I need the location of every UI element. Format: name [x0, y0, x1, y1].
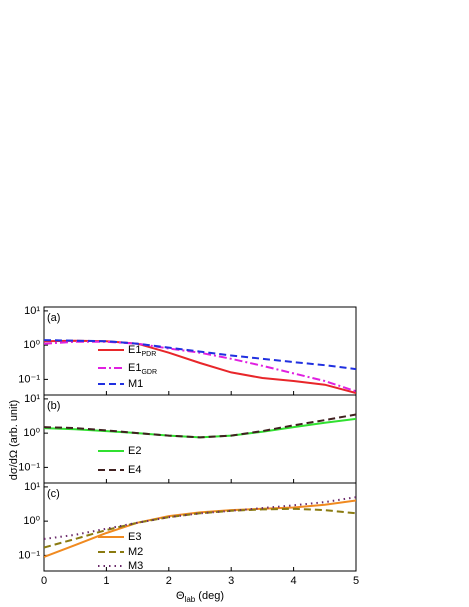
series-group	[44, 413, 356, 439]
series-line	[44, 507, 356, 549]
x-label-symbol: Θ	[176, 590, 185, 602]
y-tick-label: 10⁰	[23, 515, 40, 527]
legend-name: E1	[128, 344, 141, 356]
series-group	[44, 339, 356, 394]
x-tick-label: 2	[166, 575, 172, 587]
legend-entry: M2	[128, 546, 143, 558]
x-tick-label: 5	[353, 575, 359, 587]
legend-entry: E1GDR	[128, 362, 157, 376]
series-line	[44, 417, 356, 439]
series-line	[44, 413, 356, 439]
legend-subscript: GDR	[141, 369, 157, 376]
x-tick-label: 0	[41, 575, 47, 587]
legend-name: E4	[128, 464, 141, 476]
y-tick-label: 10¹	[24, 481, 40, 493]
panel-label: (c)	[47, 488, 60, 500]
x-tick-label: 1	[103, 575, 109, 587]
series-line	[44, 339, 356, 371]
series-line	[44, 496, 356, 540]
plot-frame	[43, 482, 357, 572]
legend-name: E2	[128, 445, 141, 457]
series-group	[44, 496, 356, 558]
legend-name: E1	[128, 362, 141, 374]
legend-entry: E3	[128, 531, 141, 543]
x-label-unit: (deg)	[195, 590, 224, 602]
y-tick-label: 10⁰	[23, 427, 40, 439]
series-line	[44, 340, 356, 393]
series-line	[44, 339, 356, 394]
plot-frame	[43, 394, 357, 484]
x-tick-label: 4	[291, 575, 297, 587]
y-tick-label: 10⁰	[23, 339, 40, 351]
legend-name: M1	[128, 378, 143, 390]
y-tick-label: 10¹	[24, 305, 40, 317]
legend-subscript: PDR	[141, 351, 156, 358]
legend-name: E3	[128, 531, 141, 543]
legend-name: M2	[128, 546, 143, 558]
legend-entry: E1PDR	[128, 344, 156, 358]
y-axis-label: dσ/dΩ (arb. unit)	[8, 400, 20, 480]
legend-entry: M3	[128, 560, 143, 572]
x-label-subscript: lab	[185, 595, 196, 604]
panel-label: (a)	[47, 312, 60, 324]
panel-label: (b)	[47, 400, 60, 412]
legend-entry: E4	[128, 464, 141, 476]
legend-entry: M1	[128, 378, 143, 390]
x-axis-label: Θlab (deg)	[176, 590, 224, 604]
y-tick-label: 10¹	[24, 393, 40, 405]
legend-name: M3	[128, 560, 143, 572]
legend-entry: E2	[128, 445, 141, 457]
y-tick-label: 10⁻¹	[18, 549, 40, 561]
y-tick-label: 10⁻¹	[18, 461, 40, 473]
y-tick-label: 10⁻¹	[18, 373, 40, 385]
x-tick-label: 3	[228, 575, 234, 587]
